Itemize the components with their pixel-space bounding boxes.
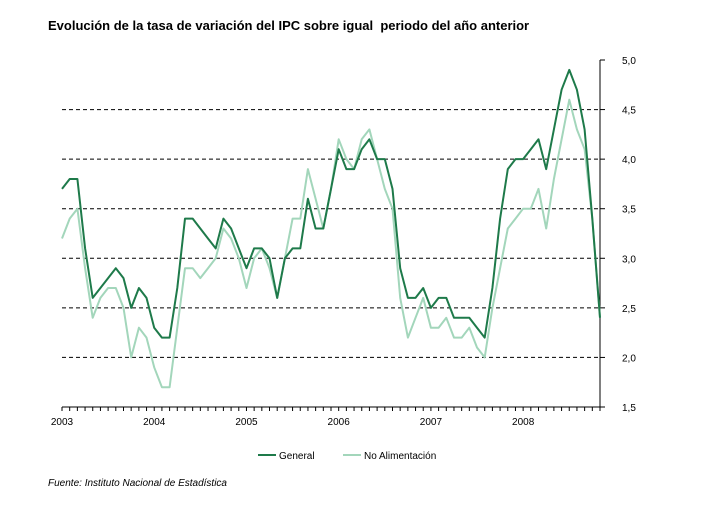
y-tick-label: 3,0	[622, 254, 636, 265]
y-tick-label: 2,0	[622, 353, 636, 364]
y-tick-label: 3,5	[622, 205, 636, 216]
grid-lines	[62, 109, 600, 358]
legend-label: General	[279, 451, 315, 462]
y-tick-label: 5,0	[622, 56, 636, 67]
x-axis-ticks: 2003 2004 2005 2006 2007 2008	[51, 407, 601, 428]
x-tick-label: 2003	[51, 417, 74, 428]
y-tick-label: 1,5	[622, 403, 636, 414]
series-lines	[61, 68, 601, 389]
x-tick-label: 2006	[328, 417, 351, 428]
series-line	[61, 68, 601, 339]
series-line	[61, 98, 601, 389]
x-tick-label: 2004	[143, 417, 166, 428]
chart-title: Evolución de la tasa de variación del IP…	[48, 18, 530, 33]
y-tick-label: 4,5	[622, 106, 636, 117]
y-axis-ticks: 1,5 2,0 2,5 3,0 3,5 4,0 4,5 5,0	[600, 56, 636, 414]
x-tick-label: 2007	[420, 417, 443, 428]
legend-label: No Alimentación	[364, 451, 436, 462]
x-tick-label: 2005	[235, 417, 258, 428]
legend: General No Alimentación	[258, 451, 436, 462]
y-tick-label: 2,5	[622, 304, 636, 315]
axes	[62, 60, 601, 408]
x-tick-label: 2008	[512, 417, 535, 428]
y-tick-label: 4,0	[622, 155, 636, 166]
source-note: Fuente: Instituto Nacional de Estadístic…	[48, 478, 227, 489]
